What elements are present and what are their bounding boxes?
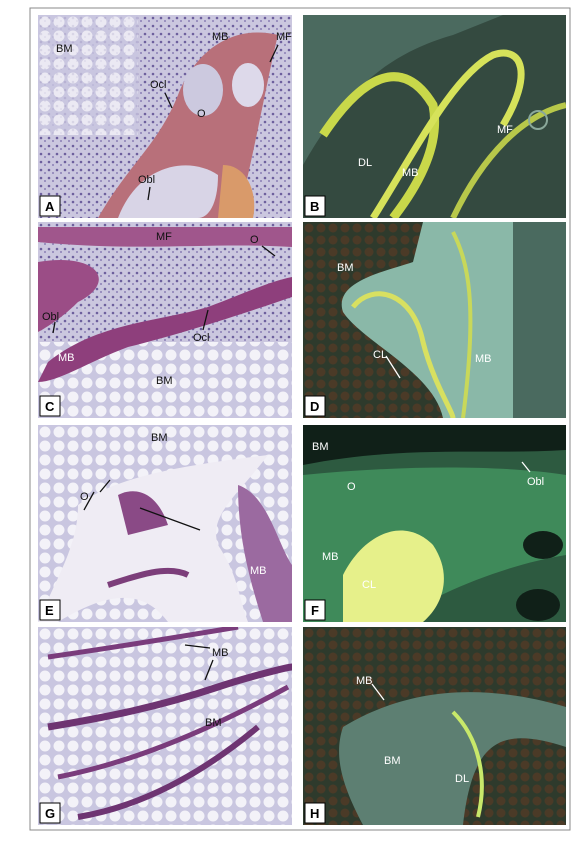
label: BM	[156, 375, 173, 387]
label: BM	[384, 755, 401, 767]
label: BM	[312, 441, 329, 453]
panel-f	[303, 425, 566, 622]
panel-letter: F	[311, 603, 319, 618]
panel-letter: C	[45, 399, 55, 414]
label: O	[80, 491, 89, 503]
label: CL	[362, 579, 376, 591]
label: MB	[322, 551, 339, 563]
label: MB	[250, 565, 267, 577]
label: MF	[156, 231, 172, 243]
panel-letter: G	[45, 806, 55, 821]
label: Obl	[42, 311, 59, 323]
label: DL	[358, 157, 372, 169]
label: MB	[212, 31, 229, 43]
label: O	[347, 481, 356, 493]
label: MB	[402, 167, 419, 179]
label: MB	[475, 353, 492, 365]
panel-g	[38, 627, 292, 825]
label: MF	[497, 124, 513, 136]
label: MF	[276, 31, 292, 43]
panel-d	[303, 222, 566, 418]
label: MB	[58, 352, 75, 364]
label: CL	[373, 349, 387, 361]
panel-a	[38, 15, 292, 218]
label: O	[197, 108, 206, 120]
panel-letter: D	[310, 399, 319, 414]
panel-letter: E	[45, 603, 54, 618]
label: Ocl	[150, 79, 167, 91]
panel-e	[38, 425, 292, 622]
label: BM	[56, 43, 73, 55]
label: BM	[151, 432, 168, 444]
panel-letters: A B C D E F G H	[39, 195, 326, 824]
label: MB	[356, 675, 373, 687]
arrows	[52, 44, 531, 701]
label: Obl	[527, 476, 544, 488]
label: MB	[212, 647, 229, 659]
label: BM	[337, 262, 354, 274]
panel-letter: H	[310, 806, 319, 821]
labels: BM MB MF Ocl O Obl MF DL MB MF O Obl MB …	[42, 31, 544, 785]
frame	[29, 7, 571, 831]
label: BM	[205, 717, 222, 729]
label: DL	[455, 773, 469, 785]
panel-letter: A	[45, 199, 55, 214]
panel-h	[303, 627, 566, 825]
label: Obl	[138, 174, 155, 186]
panel-c	[38, 222, 292, 418]
label: Ocl	[193, 332, 210, 344]
panel-letter: B	[310, 199, 319, 214]
panel-b	[303, 15, 566, 218]
label: O	[250, 234, 259, 246]
